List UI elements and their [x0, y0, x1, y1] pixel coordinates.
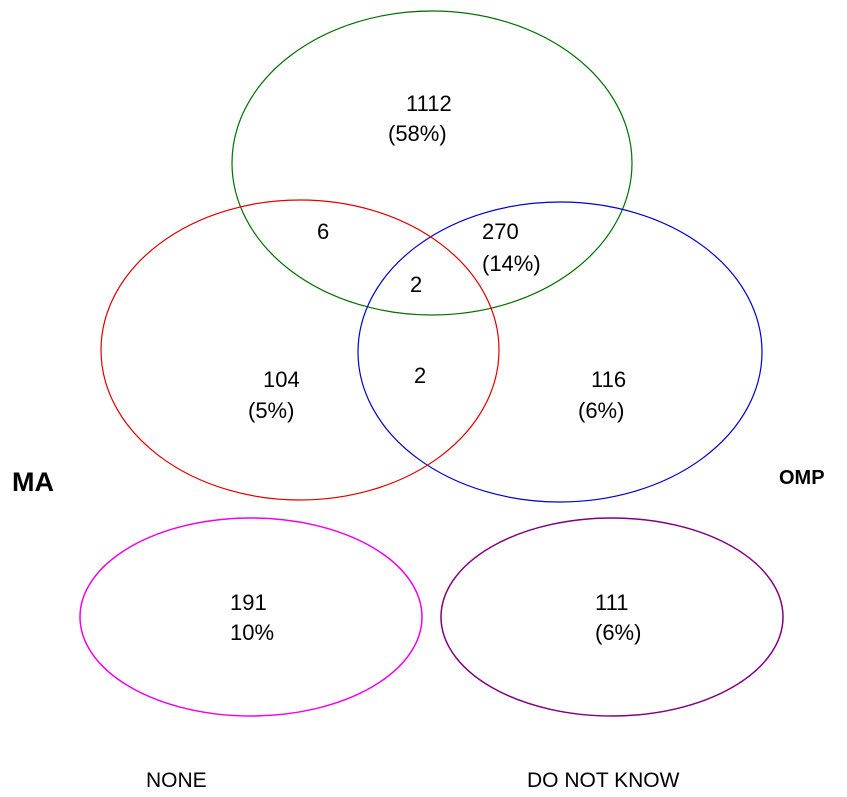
none-caption: NONE: [146, 769, 207, 792]
do-not-know-count: 111: [595, 590, 628, 615]
omp-only-pct: (6%): [578, 398, 624, 423]
none-pct: 10%: [230, 620, 274, 645]
top-omp-pct: (14%): [482, 251, 541, 276]
top-omp-count: 270: [482, 219, 519, 244]
top-only-count: 1112: [406, 91, 452, 116]
ma-omp-count: 2: [414, 363, 426, 388]
do-not-know-pct: (6%): [595, 620, 641, 645]
omp-set-label: OMP: [779, 467, 825, 489]
omp-only-count: 116: [591, 367, 626, 392]
none-set-ellipse: [79, 517, 423, 717]
top-only-pct: (58%): [388, 121, 447, 146]
do-not-know-caption: DO NOT KNOW: [527, 769, 680, 792]
ma-only-pct: (5%): [248, 398, 294, 423]
do-not-know-set-ellipse: [440, 517, 784, 717]
top-set-ellipse: [231, 10, 633, 316]
ma-set-ellipse: [100, 199, 500, 501]
top-ma-omp-count: 2: [410, 272, 422, 297]
top-ma-count: 6: [317, 219, 329, 244]
ma-set-label: MA: [12, 467, 54, 497]
omp-set-ellipse: [357, 201, 763, 503]
ma-only-count: 104: [263, 367, 300, 392]
none-count: 191: [230, 590, 267, 615]
